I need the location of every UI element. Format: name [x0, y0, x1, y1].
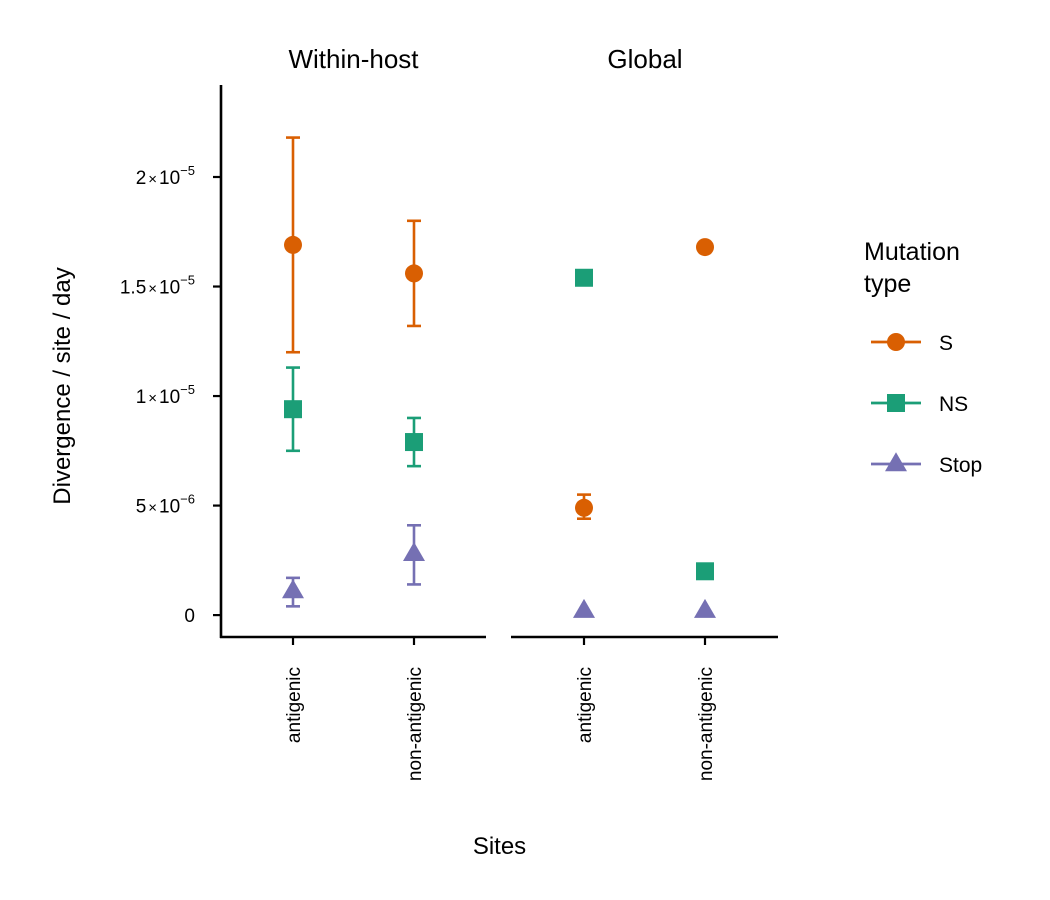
y-tick-times: × — [148, 390, 157, 407]
y-tick-label: 1 × 10−5 — [136, 382, 195, 408]
y-tick-label: 0 — [184, 606, 195, 627]
y-tick-exponent: −5 — [180, 163, 195, 178]
legend-item-stop: Stop — [871, 452, 982, 477]
data-point-ns — [575, 268, 593, 287]
marker-stop — [694, 598, 716, 618]
data-point-s — [575, 493, 593, 521]
x-axis-title: Sites — [473, 833, 526, 860]
data-point-s — [405, 219, 423, 328]
y-tick-mantissa: 2 — [136, 168, 147, 189]
data-point-s — [696, 238, 714, 257]
legend-key-marker — [887, 333, 905, 351]
legend-label: NS — [939, 393, 968, 416]
y-tick-exponent: −6 — [180, 492, 195, 507]
legend-title-line: Mutation — [864, 238, 960, 266]
legend: Mutation type S NS Stop — [864, 238, 982, 477]
data-point-stop — [573, 598, 595, 618]
y-tick-mantissa: 1 — [136, 387, 147, 408]
y-tick-base: 10 — [159, 387, 180, 408]
x-tick-label: non-antigenic — [405, 667, 426, 781]
data-point-ns — [696, 562, 714, 581]
y-tick-exponent: −5 — [180, 273, 195, 288]
marker-ns — [284, 400, 302, 419]
legend-item-s: S — [871, 332, 953, 355]
y-tick-mantissa: 5 — [136, 497, 147, 518]
y-tick-base: 10 — [159, 168, 180, 189]
y-tick-label: 5 × 10−6 — [136, 492, 195, 518]
data-point-ns — [405, 416, 423, 468]
marker-ns — [405, 433, 423, 452]
y-tick-mantissa: 1.5 — [120, 278, 146, 299]
y-tick-times: × — [148, 500, 157, 517]
facet-title: Global — [607, 44, 682, 74]
legend-item-ns: NS — [871, 393, 968, 416]
x-tick-label: antigenic — [575, 667, 596, 743]
y-tick-base: 10 — [159, 278, 180, 299]
y-tick-label: 2 × 10−5 — [136, 163, 195, 189]
facet-title: Within-host — [288, 44, 419, 74]
marker-stop — [573, 598, 595, 618]
marker-ns — [575, 268, 593, 287]
y-axis: 05 × 10−61 × 10−51.5 × 10−52 × 10−5 — [120, 85, 223, 638]
data-point-stop — [403, 523, 425, 586]
y-tick-times: × — [148, 171, 157, 188]
x-tick-label: non-antigenic — [696, 667, 717, 781]
x-tick-label: antigenic — [284, 667, 305, 743]
y-tick-times: × — [148, 281, 157, 298]
marker-ns — [696, 562, 714, 581]
marker-stop — [403, 541, 425, 561]
marker-s — [696, 238, 714, 257]
facet-panel: Within-host antigenic non-antigenic — [220, 44, 486, 781]
y-tick-base: 10 — [159, 497, 180, 518]
legend-key-marker — [885, 452, 907, 472]
data-point-s — [284, 136, 302, 354]
y-tick-exponent: −5 — [180, 382, 195, 397]
marker-stop — [282, 579, 304, 599]
data-point-ns — [284, 366, 302, 453]
y-tick-label: 1.5 × 10−5 — [120, 273, 195, 299]
facet-panel: Global antigenic non-antigenic — [511, 44, 778, 781]
y-axis-title: Divergence / site / day — [49, 267, 76, 504]
data-point-stop — [282, 576, 304, 608]
marker-s — [575, 498, 593, 517]
marker-s — [284, 235, 302, 254]
legend-label: Stop — [939, 454, 982, 477]
legend-key-marker — [887, 394, 905, 412]
data-point-stop — [694, 598, 716, 618]
legend-label: S — [939, 332, 953, 355]
legend-title-line: type — [864, 270, 911, 298]
marker-s — [405, 264, 423, 283]
